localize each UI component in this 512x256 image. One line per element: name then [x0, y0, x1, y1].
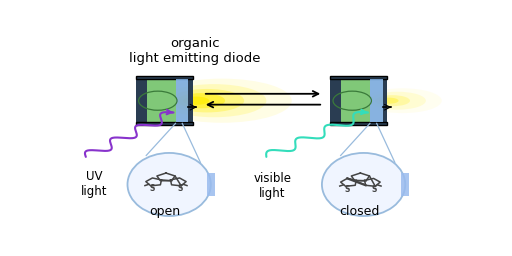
- FancyBboxPatch shape: [136, 79, 147, 122]
- Text: S: S: [149, 184, 155, 193]
- FancyBboxPatch shape: [136, 122, 193, 125]
- Text: organic
light emitting diode: organic light emitting diode: [129, 37, 261, 65]
- FancyBboxPatch shape: [370, 79, 382, 122]
- Ellipse shape: [127, 153, 211, 216]
- FancyBboxPatch shape: [401, 173, 409, 196]
- FancyBboxPatch shape: [188, 79, 193, 122]
- FancyBboxPatch shape: [342, 79, 370, 122]
- Text: open: open: [150, 205, 181, 218]
- Ellipse shape: [152, 79, 292, 123]
- Ellipse shape: [379, 98, 398, 104]
- Text: UV
light: UV light: [80, 170, 107, 198]
- Ellipse shape: [183, 97, 209, 105]
- FancyBboxPatch shape: [147, 79, 176, 122]
- Text: S: S: [344, 185, 349, 194]
- FancyBboxPatch shape: [330, 79, 342, 122]
- Ellipse shape: [369, 92, 426, 110]
- Text: closed: closed: [339, 205, 380, 218]
- Ellipse shape: [170, 89, 244, 112]
- FancyBboxPatch shape: [382, 79, 388, 122]
- Text: visible
light: visible light: [253, 173, 291, 200]
- FancyBboxPatch shape: [207, 173, 215, 196]
- Text: S: S: [371, 185, 377, 194]
- Ellipse shape: [162, 84, 266, 117]
- FancyBboxPatch shape: [176, 79, 188, 122]
- Text: S: S: [177, 184, 183, 193]
- Ellipse shape: [177, 93, 225, 108]
- Ellipse shape: [322, 153, 406, 216]
- FancyBboxPatch shape: [136, 76, 193, 79]
- FancyBboxPatch shape: [330, 122, 388, 125]
- FancyBboxPatch shape: [330, 76, 388, 79]
- Ellipse shape: [375, 95, 410, 106]
- Ellipse shape: [363, 88, 442, 113]
